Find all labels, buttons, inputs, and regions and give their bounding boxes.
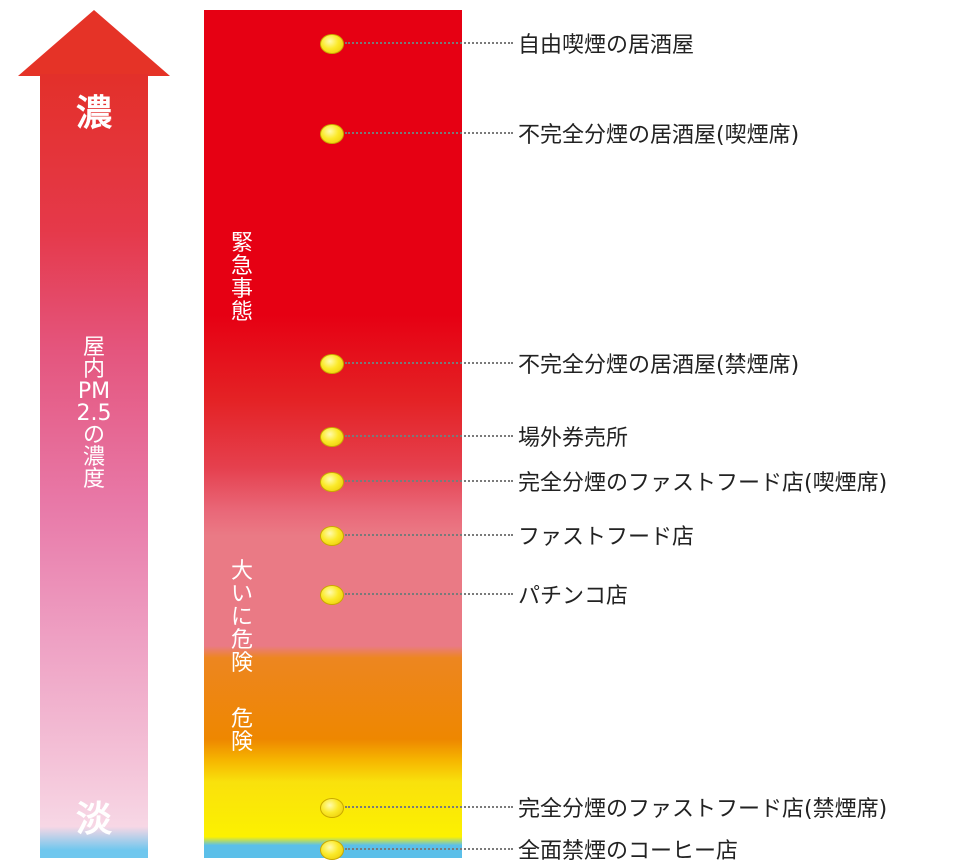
axis-label-char: 濃: [82, 445, 105, 470]
place-marker: 不完全分煙の居酒屋(喫煙席): [320, 123, 976, 148]
place-label: 全面禁煙のコーヒー店: [518, 839, 739, 864]
leader-line: [345, 362, 513, 364]
leader-line: [345, 593, 513, 595]
marker-dot-icon: [320, 354, 344, 374]
zone-char: 険: [230, 651, 253, 676]
zone-char: 事: [230, 277, 253, 302]
place-label: 場外券売所: [518, 426, 629, 451]
axis-label-char: 2.5: [76, 401, 112, 426]
marker-dot-icon: [320, 472, 344, 492]
place-marker: 全面禁煙のコーヒー店: [320, 839, 976, 864]
place-marker: 自由喫煙の居酒屋: [320, 33, 976, 58]
zone-label-dangerous: 危 険: [228, 708, 256, 754]
axis-label-char: 内: [82, 357, 105, 382]
axis-label-char: 度: [82, 467, 105, 492]
zone-char: 危: [230, 628, 253, 653]
marker-dot-icon: [320, 34, 344, 54]
leader-line: [345, 42, 513, 44]
zone-char: に: [230, 605, 253, 630]
light-label: 淡: [75, 799, 112, 840]
zone-char: い: [230, 582, 253, 607]
place-label: 自由喫煙の居酒屋: [518, 33, 695, 58]
place-label: 完全分煙のファストフード店(禁煙席): [518, 797, 888, 822]
leader-line: [345, 848, 513, 850]
place-marker: 不完全分煙の居酒屋(禁煙席): [320, 353, 976, 378]
axis-label: 屋 内 PM 2.5 の 濃 度: [40, 337, 148, 491]
zone-char: 急: [230, 254, 253, 279]
marker-dot-icon: [320, 585, 344, 605]
leader-line: [345, 435, 513, 437]
leader-line: [345, 480, 513, 482]
axis-label-char: の: [82, 423, 105, 448]
place-marker: パチンコ店: [320, 584, 976, 609]
place-label: パチンコ店: [518, 584, 629, 609]
marker-dot-icon: [320, 840, 344, 860]
zone-char: 険: [230, 730, 253, 755]
zone-label-very-dangerous: 大 い に 危 険: [228, 560, 256, 675]
zone-char: 態: [230, 300, 253, 325]
axis-label-char: PM: [77, 379, 111, 404]
place-label: 不完全分煙の居酒屋(禁煙席): [518, 353, 800, 378]
zone-char: 大: [230, 559, 253, 584]
place-label: ファストフード店: [518, 525, 695, 550]
place-label: 完全分煙のファストフード店(喫煙席): [518, 471, 888, 496]
arrow-head: [18, 10, 170, 76]
zone-char: 緊: [230, 231, 253, 256]
marker-dot-icon: [320, 798, 344, 818]
zone-char: 危: [230, 707, 253, 732]
axis-label-char: 屋: [82, 335, 105, 360]
place-marker: 完全分煙のファストフード店(禁煙席): [320, 797, 976, 822]
zone-label-emergency: 緊 急 事 態: [228, 232, 256, 324]
marker-dot-icon: [320, 427, 344, 447]
leader-line: [345, 132, 513, 134]
leader-line: [345, 534, 513, 536]
place-marker: 場外券売所: [320, 426, 976, 451]
dark-label: 濃: [75, 93, 112, 134]
leader-line: [345, 806, 513, 808]
place-label: 不完全分煙の居酒屋(喫煙席): [518, 123, 800, 148]
place-marker: 完全分煙のファストフード店(喫煙席): [320, 471, 976, 496]
concentration-arrow: [40, 74, 148, 858]
place-marker: ファストフード店: [320, 525, 976, 550]
marker-dot-icon: [320, 124, 344, 144]
marker-dot-icon: [320, 526, 344, 546]
